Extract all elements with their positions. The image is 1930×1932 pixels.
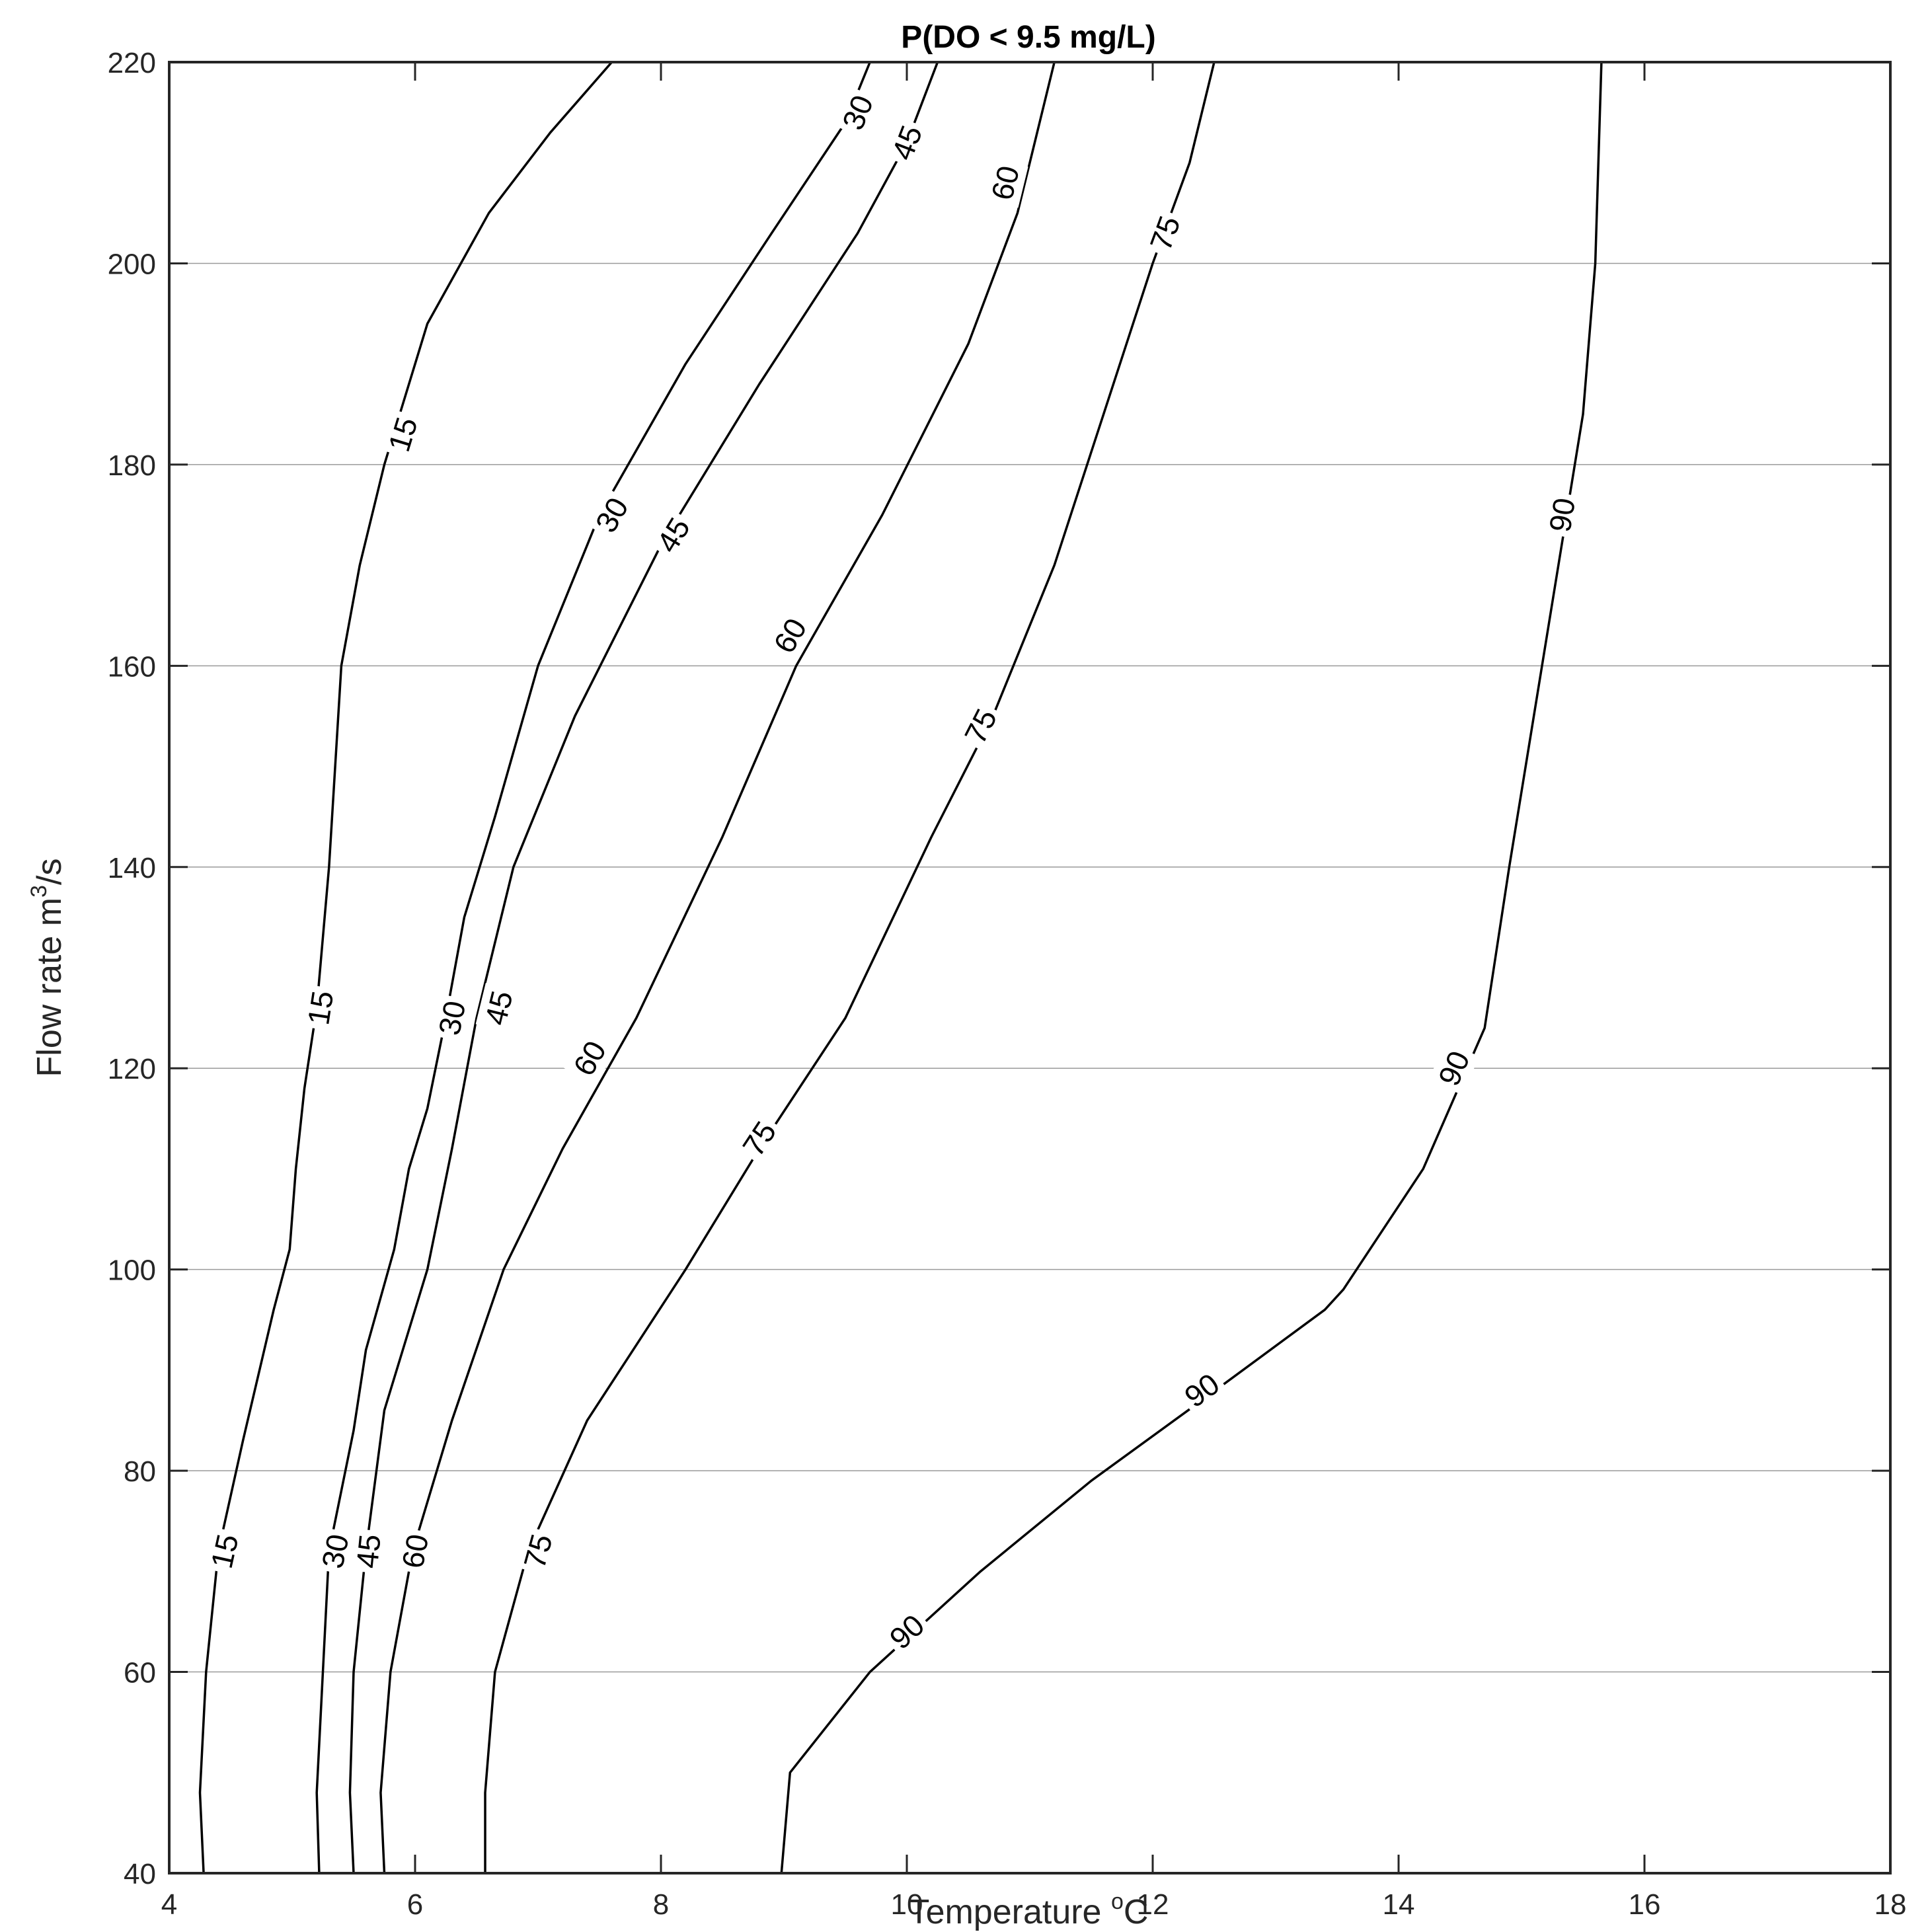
contour-label-45-3: 45 bbox=[882, 116, 932, 169]
contour-label-75-0: 75 bbox=[514, 1526, 562, 1577]
x-tick-label-7: 18 bbox=[1874, 1888, 1907, 1921]
contour-label-30-2: 30 bbox=[585, 487, 638, 543]
y-axis-label-text: Flow rate m bbox=[30, 898, 69, 1077]
contour-label-15-2: 15 bbox=[379, 408, 427, 461]
x-tick-labels: 4 6 8 10 12 14 16 18 bbox=[161, 1888, 1907, 1921]
contour-label-15-0: 15 bbox=[202, 1526, 247, 1576]
contour-label-bg bbox=[1140, 207, 1190, 260]
contour-label-75-3: 75 bbox=[1140, 207, 1190, 260]
x-tick-label-1: 6 bbox=[407, 1888, 423, 1921]
contour-label-bg bbox=[1540, 490, 1584, 539]
contour-label-60-0: 60 bbox=[393, 1527, 438, 1576]
chart-title: P(DO < 9.5 mg/L) bbox=[901, 20, 1155, 55]
contour-line-45 bbox=[348, 61, 939, 1874]
contour-label-60-2: 60 bbox=[763, 607, 817, 664]
contour-label-text: 60 bbox=[395, 1531, 435, 1571]
contour-label-bg bbox=[732, 1110, 787, 1167]
contour-label-90-3: 90 bbox=[1540, 490, 1584, 539]
contour-label-text: 45 bbox=[350, 1533, 387, 1570]
y-tick-label-2: 80 bbox=[124, 1455, 156, 1488]
contour-label-text: 90 bbox=[1178, 1366, 1225, 1414]
contour-label-text: 30 bbox=[588, 492, 635, 538]
contour-label-90-1: 90 bbox=[1174, 1362, 1230, 1418]
y-tick-label-1: 60 bbox=[124, 1657, 156, 1689]
contour-label-text: 15 bbox=[204, 1531, 245, 1571]
contour-label-45-1: 45 bbox=[475, 983, 522, 1033]
y-tick-label-5: 140 bbox=[108, 852, 156, 884]
contour-label-60-3: 60 bbox=[982, 157, 1028, 208]
x-tick-label-0: 4 bbox=[161, 1888, 177, 1921]
y-tick-label-9: 220 bbox=[108, 47, 156, 79]
contour-line-60 bbox=[379, 61, 1056, 1874]
contour-label-bg bbox=[475, 983, 522, 1033]
axis-ticks bbox=[168, 61, 1892, 1874]
contour-label-15-1: 15 bbox=[299, 984, 342, 1032]
x-axis-label-sup: o bbox=[1111, 1889, 1124, 1914]
contour-label-90-2: 90 bbox=[1428, 1041, 1480, 1095]
y-tick-label-0: 40 bbox=[124, 1858, 156, 1890]
contour-label-text: 90 bbox=[883, 1607, 931, 1656]
y-tick-label-6: 160 bbox=[108, 650, 156, 683]
x-axis-label-text: Temperature bbox=[909, 1893, 1102, 1931]
y-tick-labels: 40 60 80 100 120 140 160 180 200 220 bbox=[108, 47, 156, 1890]
contour-label-bg bbox=[429, 993, 475, 1043]
contour-label-text: 30 bbox=[432, 998, 472, 1038]
contour-label-bg bbox=[646, 507, 701, 563]
contour-label-bg bbox=[313, 1526, 358, 1576]
contour-labels: 1515153030303045454545606060607575757590… bbox=[202, 85, 1584, 1660]
y-tick-label-7: 180 bbox=[108, 449, 156, 482]
x-tick-label-2: 8 bbox=[653, 1888, 669, 1921]
contour-label-bg bbox=[1428, 1041, 1480, 1095]
y-axis-label: Flow rate m3/s bbox=[26, 859, 69, 1077]
contour-label-60-1: 60 bbox=[563, 1030, 617, 1086]
y-axis-label-sup: 3 bbox=[26, 885, 52, 898]
contour-label-text: 60 bbox=[984, 163, 1026, 204]
contour-label-bg bbox=[882, 116, 932, 169]
x-tick-label-5: 14 bbox=[1383, 1888, 1415, 1921]
x-axis-label: Temperature oC bbox=[909, 1889, 1149, 1931]
plot-frame bbox=[168, 61, 1892, 1874]
contour-label-text: 75 bbox=[958, 703, 1004, 749]
contour-label-bg bbox=[299, 984, 342, 1032]
contour-lines bbox=[198, 61, 1603, 1874]
y-tick-label-4: 120 bbox=[108, 1053, 156, 1085]
contour-label-bg bbox=[878, 1604, 935, 1660]
contour-line-75 bbox=[484, 61, 1216, 1873]
contour-label-text: 60 bbox=[767, 613, 814, 659]
x-tick-label-4: 12 bbox=[1137, 1888, 1169, 1921]
contour-label-bg bbox=[348, 1528, 389, 1574]
y-axis-label-tail: /s bbox=[30, 859, 69, 885]
contour-label-75-2: 75 bbox=[954, 699, 1007, 753]
y-tick-label-8: 200 bbox=[108, 248, 156, 280]
contour-line-30 bbox=[315, 61, 871, 1874]
contour-line-15 bbox=[198, 61, 613, 1874]
x-tick-label-6: 16 bbox=[1629, 1888, 1661, 1921]
contour-label-text: 45 bbox=[478, 987, 520, 1028]
contour-label-bg bbox=[514, 1526, 562, 1577]
gridlines bbox=[169, 262, 1890, 1673]
contour-label-text: 90 bbox=[1543, 496, 1582, 535]
contour-label-text: 60 bbox=[566, 1035, 613, 1081]
contour-label-bg bbox=[954, 699, 1007, 753]
contour-label-bg bbox=[832, 85, 883, 139]
contour-label-text: 15 bbox=[301, 989, 340, 1027]
y-tick-label-3: 100 bbox=[108, 1255, 156, 1287]
contour-label-45-2: 45 bbox=[646, 507, 701, 563]
contour-label-bg bbox=[585, 487, 638, 543]
x-axis-label-unit: C bbox=[1124, 1893, 1149, 1931]
contour-label-bg bbox=[563, 1030, 617, 1086]
contour-label-bg bbox=[379, 408, 427, 461]
contour-label-bg bbox=[763, 607, 817, 664]
contour-line-90 bbox=[780, 61, 1603, 1874]
contour-label-30-1: 30 bbox=[429, 993, 475, 1043]
contour-label-bg bbox=[393, 1527, 438, 1576]
contour-label-45-0: 45 bbox=[348, 1528, 389, 1574]
contour-label-bg bbox=[1174, 1362, 1230, 1418]
contour-label-bg bbox=[982, 157, 1028, 208]
contour-label-90-0: 90 bbox=[878, 1604, 935, 1660]
x-tick-label-3: 10 bbox=[891, 1888, 923, 1921]
contour-label-bg bbox=[202, 1526, 247, 1576]
